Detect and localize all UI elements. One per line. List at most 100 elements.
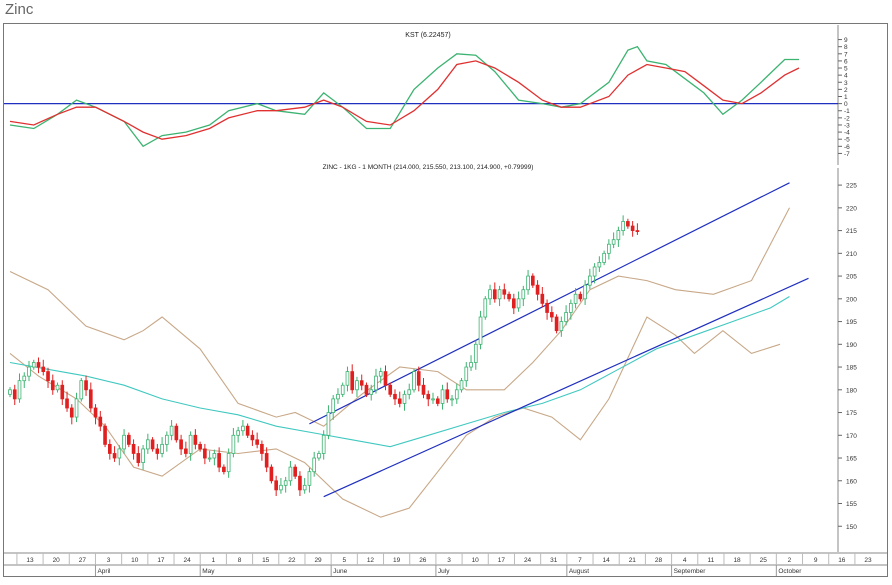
- candle-body: [393, 393, 397, 400]
- candle-body: [50, 380, 55, 391]
- candle-body: [245, 425, 250, 436]
- candle-body: [212, 453, 217, 459]
- candle-body: [302, 484, 307, 491]
- price-tick-label: 220: [846, 205, 857, 212]
- date-tick-label: 14: [603, 557, 611, 564]
- date-tick-label: 13: [26, 557, 34, 564]
- candle-body: [369, 389, 374, 395]
- candle-body: [331, 398, 336, 413]
- date-tick-label: 20: [53, 557, 61, 564]
- price-tick-label: 215: [846, 228, 857, 235]
- price-tick-label: 210: [846, 251, 857, 258]
- price-tick-label: 160: [846, 478, 857, 485]
- candle-body: [79, 380, 84, 400]
- price-tick-label: 195: [846, 319, 857, 326]
- kst-tick-label: 6: [844, 58, 848, 65]
- candle-body: [573, 293, 578, 304]
- candle-body: [450, 398, 454, 401]
- date-tick-label: 25: [760, 557, 768, 564]
- candle-body: [293, 466, 298, 477]
- candle-body: [602, 252, 606, 263]
- kst-tick-label: -1: [844, 108, 850, 115]
- candle-body: [69, 407, 74, 418]
- candle-body: [31, 362, 36, 368]
- candle-body: [103, 425, 107, 445]
- date-tick-label: 17: [498, 557, 506, 564]
- candle-body: [630, 225, 635, 231]
- candle-body: [207, 457, 212, 460]
- candle-body: [336, 393, 340, 400]
- candle-body: [22, 375, 27, 382]
- candle-body: [350, 371, 355, 391]
- candle-body: [126, 434, 131, 445]
- date-tick-label: 10: [131, 557, 139, 564]
- date-tick-label: 7: [578, 557, 582, 564]
- candle-body: [184, 448, 188, 454]
- date-tick-label: 3: [447, 557, 451, 564]
- candle-body: [136, 453, 141, 463]
- candle-body: [550, 312, 554, 318]
- candle-body: [355, 380, 359, 391]
- candle-body: [473, 343, 478, 363]
- candle-body: [426, 393, 431, 400]
- candle-body: [397, 398, 402, 404]
- candle-body: [226, 453, 231, 473]
- date-tick-label: 29: [314, 557, 322, 564]
- candle-body: [217, 453, 221, 468]
- channel-upper-line: [309, 182, 790, 425]
- kst-title: KST (6.22457): [405, 32, 450, 39]
- candle-body: [84, 380, 88, 391]
- candle-body: [155, 448, 160, 454]
- candle-body: [488, 289, 492, 300]
- kst-tick-label: 1: [844, 94, 848, 101]
- month-label: September: [674, 568, 707, 575]
- candle-body: [150, 439, 155, 450]
- candle-body: [122, 434, 126, 450]
- date-tick-label: 27: [79, 557, 87, 564]
- candle-body: [274, 480, 278, 491]
- kst-tick-label: 3: [844, 80, 848, 87]
- price-tick-label: 180: [846, 387, 857, 394]
- candle-body: [378, 371, 383, 377]
- candle-body: [616, 230, 621, 241]
- candle-body: [198, 443, 202, 450]
- date-tick-label: 23: [864, 557, 872, 564]
- candle-body: [359, 380, 364, 386]
- month-label: April: [97, 568, 111, 575]
- candle-body: [12, 389, 17, 400]
- month-label: May: [202, 568, 215, 575]
- kst-tick-label: 5: [844, 66, 848, 73]
- candle-body: [60, 384, 65, 400]
- candle-body: [117, 448, 122, 459]
- month-label: July: [438, 568, 450, 575]
- candle-body: [326, 412, 331, 436]
- candle-body: [231, 434, 236, 454]
- candle-body: [597, 262, 602, 268]
- candle-body: [578, 293, 583, 300]
- price-tick-label: 225: [846, 183, 857, 190]
- candle-body: [459, 380, 464, 391]
- kst-tick-label: 0: [844, 101, 848, 108]
- candle-body: [402, 393, 407, 404]
- kst-tick-label: -3: [844, 122, 850, 129]
- kst-tick-label: 2: [844, 87, 848, 94]
- candle-body: [241, 425, 245, 432]
- candle-body: [440, 389, 445, 404]
- candle-body: [321, 434, 326, 454]
- candle-body: [588, 275, 592, 286]
- price-tick-label: 150: [846, 524, 857, 531]
- candle-body: [526, 275, 530, 291]
- candle-body: [55, 384, 60, 391]
- candle-body: [435, 398, 440, 404]
- candle-body: [74, 398, 79, 418]
- candle-body: [412, 371, 416, 391]
- candle-body: [93, 407, 98, 418]
- kst-tick-label: -5: [844, 137, 850, 144]
- kst-tick-label: -6: [844, 144, 850, 151]
- date-tick-label: 21: [629, 557, 637, 564]
- candle-body: [554, 316, 559, 332]
- candle-body: [469, 362, 473, 368]
- bollinger-upper-line: [9, 207, 790, 427]
- candle-body: [269, 466, 274, 482]
- kst-series-line-1: [9, 45, 799, 148]
